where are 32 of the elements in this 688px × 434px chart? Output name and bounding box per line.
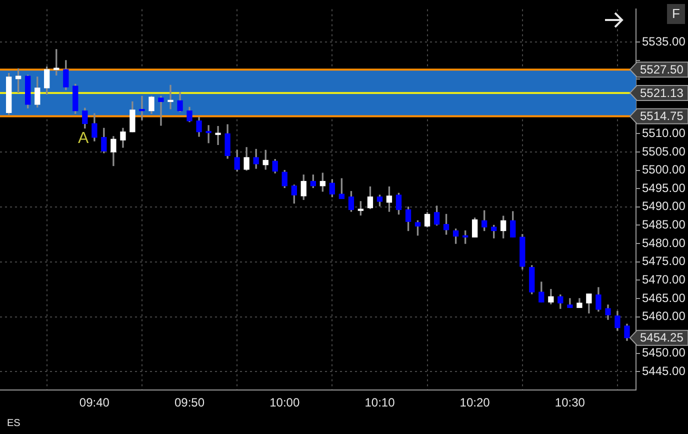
- x-tick-label: 10:10: [364, 396, 396, 410]
- text: 5454.25: [640, 330, 684, 345]
- y-tick-label: 5460.00: [642, 309, 686, 324]
- y-tick-label: 5490.00: [642, 199, 686, 214]
- y-tick-label: 5510.00: [642, 126, 686, 140]
- y-tick-label: 5480.00: [642, 236, 686, 250]
- y-tick-label: 5450.00: [642, 346, 686, 360]
- text: F: [667, 4, 685, 24]
- candlestick: [206, 125, 212, 144]
- y-tick-label: 5465.00: [642, 290, 686, 305]
- y-tick-label: 5500.00: [642, 162, 686, 177]
- y-tick-label: 5535.00: [642, 34, 686, 48]
- x-tick-label: 09:40: [79, 396, 110, 410]
- ref-line-label: 5527.50: [640, 62, 684, 76]
- candlestick: [215, 126, 221, 146]
- ref-line-label: 5521.13: [640, 86, 684, 100]
- candlestick: [168, 84, 174, 110]
- y-tick-label: 5445.00: [642, 364, 686, 378]
- x-tick-label: 10:00: [270, 396, 300, 410]
- y-tick-label: 5505.00: [642, 144, 686, 158]
- y-tick-label: 5475.00: [642, 254, 686, 268]
- candlestick: [139, 96, 145, 120]
- y-tick-label: 5485.00: [642, 218, 686, 232]
- candlestick: [158, 96, 164, 126]
- text: ES: [7, 418, 20, 429]
- ref-line-label: 5514.75: [640, 109, 684, 124]
- x-tick-label: 09:50: [174, 396, 205, 410]
- x-tick-label: 10:30: [554, 396, 586, 410]
- annotation: A: [78, 130, 89, 148]
- y-tick-label: 5495.00: [642, 180, 686, 195]
- x-tick-label: 10:20: [460, 396, 490, 410]
- y-tick-label: 5470.00: [642, 272, 686, 286]
